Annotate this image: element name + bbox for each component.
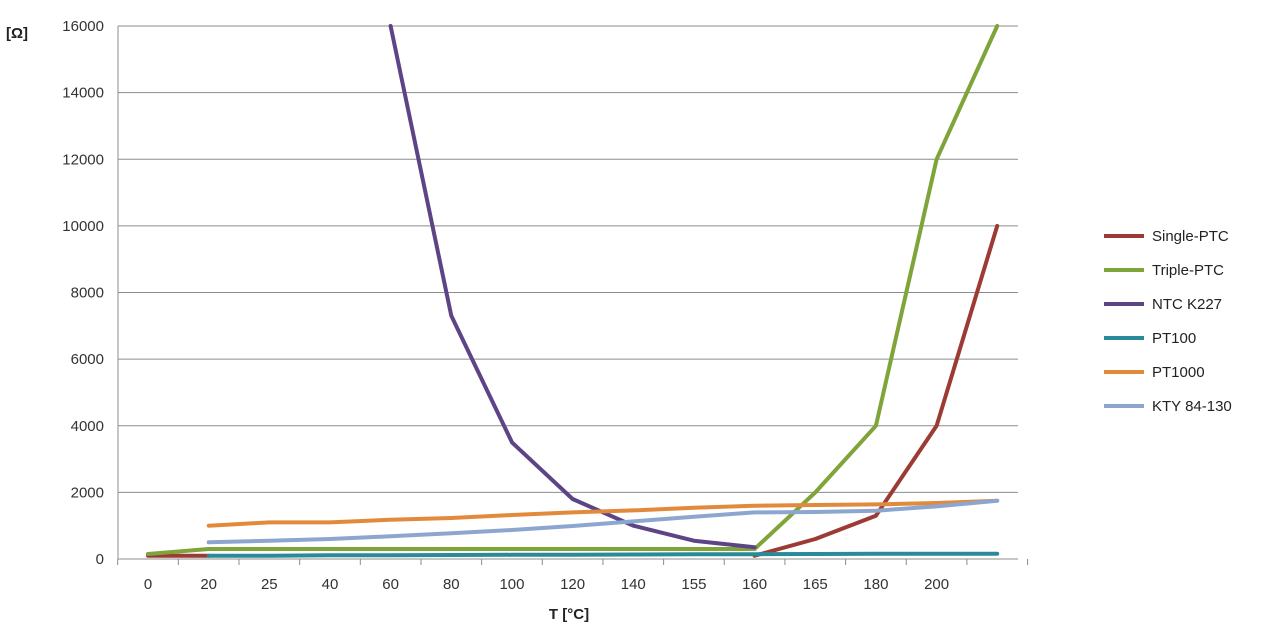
legend-label: NTC K227 <box>1152 296 1222 313</box>
x-tick-label: 80 <box>443 576 460 593</box>
legend-label: PT1000 <box>1152 364 1205 381</box>
legend-label: Triple-PTC <box>1152 262 1224 279</box>
x-tick-label: 120 <box>560 576 585 593</box>
y-axis-ticks: 0 2000 4000 6000 8000 10000 12000 14000 16000 <box>62 18 104 568</box>
series-lines <box>146 24 1000 558</box>
x-tick-label: 165 <box>803 576 828 593</box>
series-line-pt100 <box>206 551 1000 558</box>
series-line-pt1000 <box>206 498 1000 528</box>
x-axis-ticks: 0 20 25 40 60 80 100 120 140 155 160 165 180 200 <box>117 559 1029 593</box>
y-tick-label: 8000 <box>71 285 104 302</box>
x-tick-label: 25 <box>261 576 278 593</box>
y-tick-label: 0 <box>96 551 104 568</box>
legend-label: PT100 <box>1152 330 1196 347</box>
y-tick-label: 6000 <box>71 351 104 368</box>
y-tick-label: 12000 <box>62 151 104 168</box>
x-tick-label: 160 <box>742 576 767 593</box>
x-tick-label: 60 <box>382 576 399 593</box>
series-line-ntc-k227 <box>388 24 757 550</box>
y-tick-label: 10000 <box>62 218 104 235</box>
x-axis-title: T [°C] <box>549 606 589 623</box>
series-line-triple-ptc <box>146 24 1000 556</box>
legend: Single-PTC Triple-PTC NTC K227 PT100 PT1000 K… <box>1104 228 1232 415</box>
x-tick-label: 0 <box>144 576 152 593</box>
legend-label: Single-PTC <box>1152 228 1229 245</box>
legend-label: KTY 84-130 <box>1152 398 1232 415</box>
y-tick-label: 2000 <box>71 484 104 501</box>
x-tick-label: 40 <box>322 576 339 593</box>
x-tick-label: 155 <box>681 576 706 593</box>
y-tick-label: 4000 <box>71 418 104 435</box>
x-tick-label: 200 <box>924 576 949 593</box>
series-line-kty-84-130 <box>206 498 1000 545</box>
x-tick-label: 20 <box>200 576 217 593</box>
y-tick-label: 14000 <box>62 85 104 102</box>
axes <box>117 26 1018 560</box>
series-line-single-ptc <box>752 223 1000 558</box>
y-axis-title: [Ω] <box>6 25 28 42</box>
gridlines <box>118 25 1018 493</box>
x-tick-label: 100 <box>499 576 524 593</box>
x-tick-label: 140 <box>621 576 646 593</box>
x-tick-label: 180 <box>863 576 888 593</box>
y-tick-label: 16000 <box>62 18 104 35</box>
